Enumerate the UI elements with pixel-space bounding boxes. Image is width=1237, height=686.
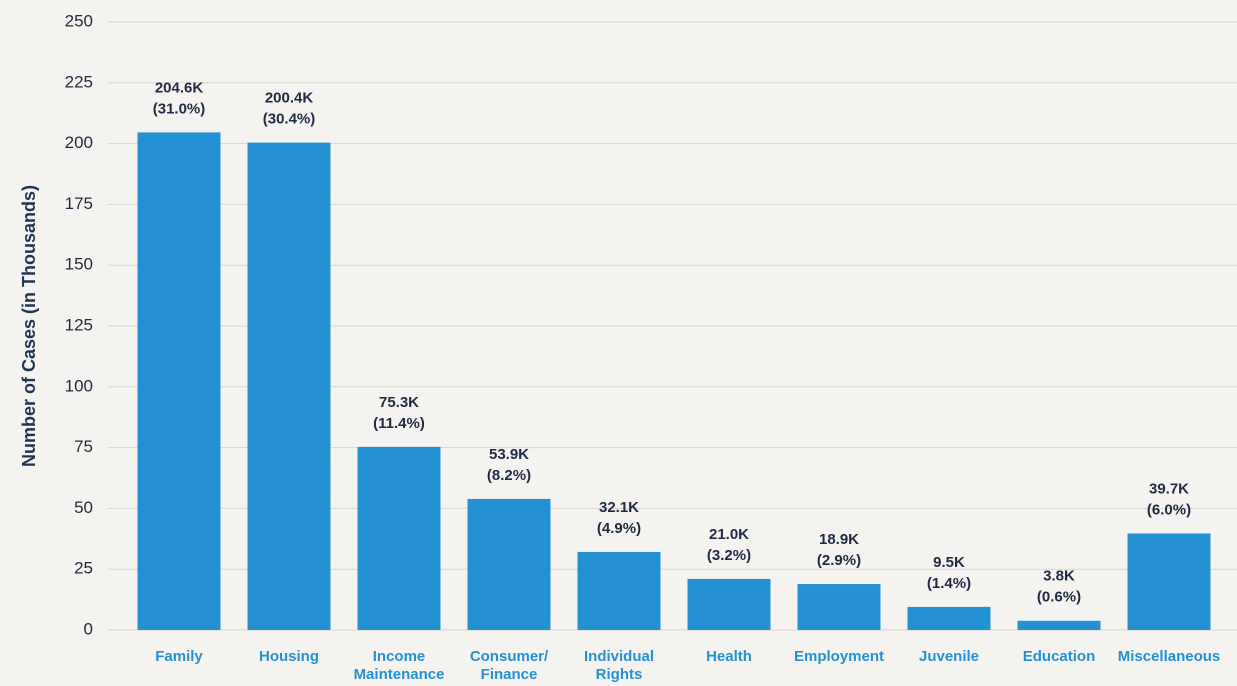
x-tick-label: Consumer/ Finance xyxy=(469,648,549,683)
value-label: 9.5K xyxy=(933,554,965,571)
share-label: (1.4%) xyxy=(927,575,971,592)
y-tick-label: 25 xyxy=(74,559,93,578)
value-label: 21.0K xyxy=(709,526,749,543)
share-label: (11.4%) xyxy=(373,415,425,432)
y-tick-label: 0 xyxy=(84,619,93,638)
y-tick-label: 125 xyxy=(65,315,93,334)
x-tick-label: Miscellaneous xyxy=(1117,648,1221,665)
bar xyxy=(357,446,441,630)
y-tick-label: 250 xyxy=(65,11,93,30)
value-label: 3.8K xyxy=(1043,568,1075,585)
x-tick-label: Family xyxy=(155,648,203,665)
y-tick-label: 225 xyxy=(65,72,93,91)
bar xyxy=(137,132,221,631)
share-label: (0.6%) xyxy=(1037,589,1081,606)
share-label: (2.9%) xyxy=(817,552,861,569)
share-label: (8.2%) xyxy=(487,467,531,484)
y-tick-label: 75 xyxy=(74,437,93,456)
x-tick-label: Housing xyxy=(259,648,319,665)
bar xyxy=(907,606,991,630)
share-label: (4.9%) xyxy=(597,520,641,537)
share-label: (31.0%) xyxy=(153,100,206,117)
x-tick-label: Income Maintenance xyxy=(353,648,445,683)
share-label: (6.0%) xyxy=(1147,501,1191,518)
bar xyxy=(577,551,661,630)
y-tick-label: 200 xyxy=(65,133,93,152)
y-tick-label: 150 xyxy=(65,255,93,274)
x-tick-label: Employment xyxy=(793,648,884,665)
bar xyxy=(467,498,551,630)
x-tick-label: Education xyxy=(1022,648,1096,665)
x-tick-label: Juvenile xyxy=(918,648,980,665)
value-label: 204.6K xyxy=(155,79,204,96)
x-tick-label: Health xyxy=(706,648,752,665)
y-tick-label: 100 xyxy=(65,376,93,395)
bar xyxy=(247,142,331,630)
bar xyxy=(1127,533,1211,630)
y-tick-label: 175 xyxy=(65,194,93,213)
value-label: 53.9K xyxy=(489,446,529,463)
y-tick-label: 50 xyxy=(74,498,93,517)
value-label: 18.9K xyxy=(819,531,859,548)
share-label: (30.4%) xyxy=(263,111,316,128)
x-tick-label: Individual Rights xyxy=(583,648,654,683)
value-label: 39.7K xyxy=(1149,480,1189,497)
bar xyxy=(687,578,771,630)
y-axis-title: Number of Cases (in Thousands) xyxy=(19,185,39,467)
share-label: (3.2%) xyxy=(707,547,751,564)
value-label: 200.4K xyxy=(265,90,314,107)
value-label: 32.1K xyxy=(599,499,639,516)
bar xyxy=(797,584,881,630)
bar xyxy=(1017,620,1101,630)
value-label: 75.3K xyxy=(379,394,419,411)
